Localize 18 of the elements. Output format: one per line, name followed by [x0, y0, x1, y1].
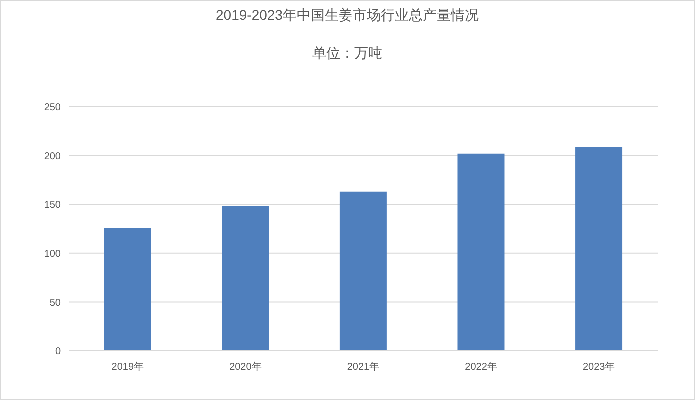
y-tick-label: 0 — [55, 346, 62, 358]
y-tick-label: 100 — [44, 248, 62, 260]
bar — [576, 147, 623, 351]
bar — [222, 206, 270, 351]
x-tick-label: 2020年 — [230, 361, 262, 374]
y-tick-label: 150 — [44, 200, 62, 212]
bar — [458, 154, 505, 351]
bar — [340, 192, 387, 351]
x-tick-label: 2019年 — [112, 361, 144, 374]
chart-subtitle: 单位：万吨 — [312, 45, 384, 63]
chart-title: 2019-2023年中国生姜市场行业总产量情况 — [215, 7, 480, 25]
x-tick-label: 2022年 — [465, 361, 498, 374]
x-tick-label: 2021年 — [347, 361, 380, 374]
bar — [104, 228, 152, 351]
y-tick-label: 250 — [44, 102, 62, 114]
y-tick-label: 200 — [44, 151, 62, 162]
y-tick-label: 50 — [50, 298, 62, 309]
x-tick-label: 2023年 — [582, 361, 616, 374]
